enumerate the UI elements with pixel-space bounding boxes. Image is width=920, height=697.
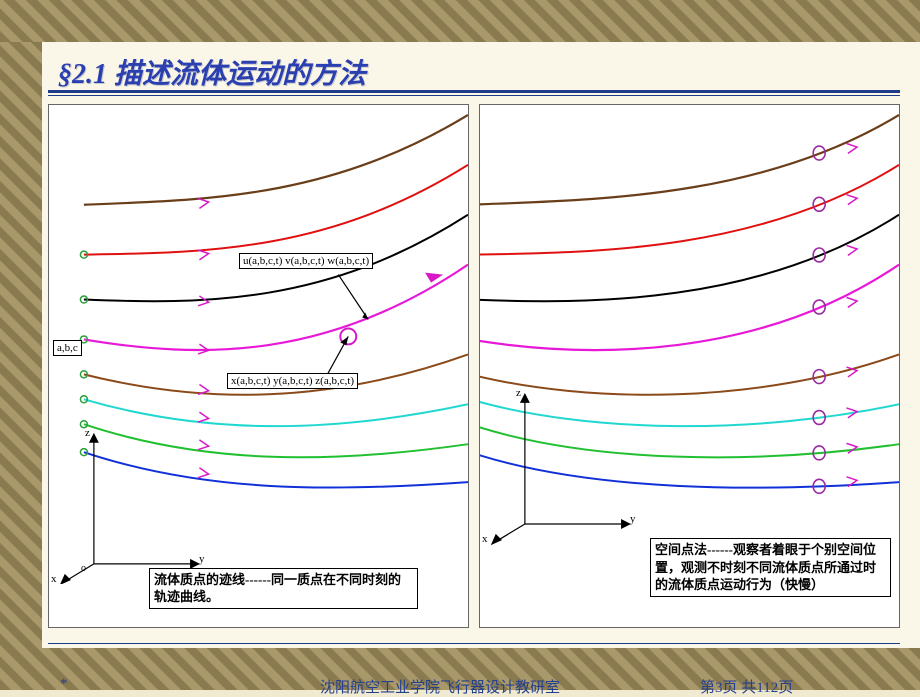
slide-title: §2.1 描述流体运动的方法: [58, 52, 366, 92]
pointer-line: [338, 275, 368, 320]
footer-star: *: [60, 676, 68, 693]
axis-x-label: x: [482, 533, 488, 545]
right-diagram: [480, 105, 899, 584]
axis-y-label: y: [199, 553, 205, 565]
axis-origin-label: o: [81, 563, 86, 574]
footer-rule: [48, 643, 900, 644]
axis-z-label: z: [516, 387, 521, 399]
label-position: x(a,b,c,t) y(a,b,c,t) z(a,b,c,t): [227, 373, 358, 389]
axes: [492, 394, 630, 544]
title-underline: [48, 90, 900, 96]
footer-institute: 沈阳航空工业学院飞行器设计教研室: [320, 676, 560, 697]
left-panel: a,b,c u(a,b,c,t) v(a,b,c,t) w(a,b,c,t) x…: [48, 104, 469, 628]
axis-x-label: x: [51, 573, 57, 585]
pointer-arrowhead: [362, 312, 368, 319]
right-panel: z y x 空间点法------观察者着眼于个别空间位置，观测不时刻不同流体质点…: [479, 104, 900, 628]
label-abc: a,b,c: [53, 340, 82, 356]
footer-page: 第3页 共112页: [700, 676, 793, 697]
right-caption: 空间点法------观察者着眼于个别空间位置，观测不时刻不同流体质点所通过时的流…: [650, 538, 891, 597]
axes: [61, 434, 199, 584]
axis-y-label: y: [630, 513, 636, 525]
left-diagram: [49, 105, 468, 584]
axis-z-label: z: [85, 427, 90, 439]
left-caption: 流体质点的迹线------同一质点在不同时刻的轨迹曲线。: [149, 568, 418, 609]
label-velocity: u(a,b,c,t) v(a,b,c,t) w(a,b,c,t): [239, 253, 373, 269]
panel-container: a,b,c u(a,b,c,t) v(a,b,c,t) w(a,b,c,t) x…: [48, 104, 900, 628]
